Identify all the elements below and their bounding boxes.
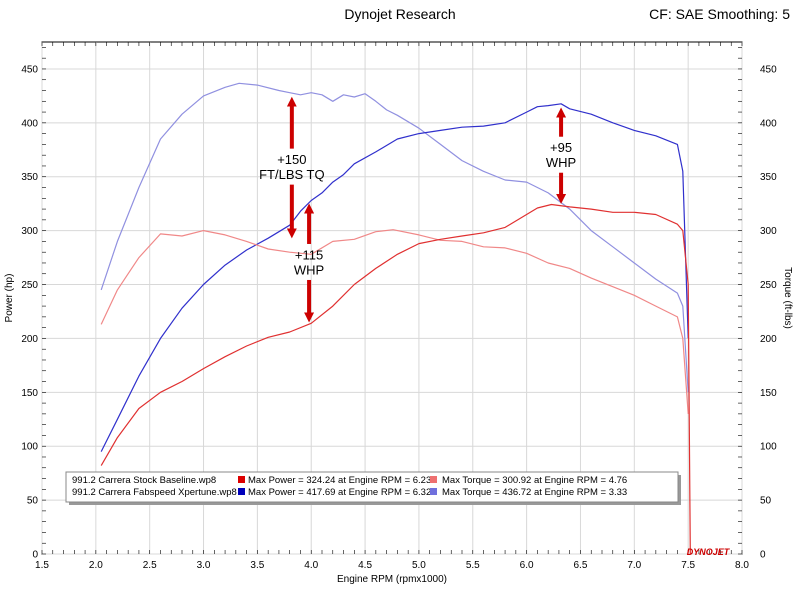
x-tick-label: 8.0 bbox=[735, 560, 749, 571]
y-left-tick-label: 450 bbox=[21, 64, 38, 75]
legend-torque: Max Torque = 300.92 at Engine RPM = 4.76 bbox=[442, 475, 627, 486]
x-tick-label: 6.5 bbox=[574, 560, 588, 571]
x-tick-label: 3.0 bbox=[197, 560, 211, 571]
annotation-label: WHP bbox=[294, 262, 324, 277]
annotation-label: +115 bbox=[295, 247, 323, 262]
y-left-tick-label: 250 bbox=[21, 280, 38, 291]
x-tick-label: 5.0 bbox=[412, 560, 426, 571]
legend-power: Max Power = 324.24 at Engine RPM = 6.23 bbox=[248, 475, 431, 486]
svg-text:DYNOJET: DYNOJET bbox=[687, 547, 731, 557]
x-tick-label: 1.5 bbox=[35, 560, 49, 571]
y-right-tick-label: 250 bbox=[760, 280, 777, 291]
dynojet-logo: DYNOJET bbox=[687, 547, 731, 557]
annotation-label: WHP bbox=[546, 155, 576, 170]
legend: 991.2 Carrera Stock Baseline.wp8 Max Powe… bbox=[65, 471, 681, 505]
x-tick-label: 4.0 bbox=[304, 560, 318, 571]
legend-box bbox=[65, 471, 679, 503]
y-left-tick-label: 200 bbox=[21, 334, 38, 345]
x-tick-label: 7.5 bbox=[681, 560, 695, 571]
annotation-label: +150 bbox=[277, 152, 306, 167]
x-tick-label: 2.5 bbox=[143, 560, 157, 571]
y-right-tick-label: 350 bbox=[760, 172, 777, 183]
series-layer bbox=[100, 82, 691, 555]
legend-power-swatch bbox=[238, 476, 245, 483]
y-left-tick-label: 0 bbox=[32, 550, 38, 561]
y-right-tick-label: 100 bbox=[760, 442, 777, 453]
legend-torque-swatch bbox=[430, 476, 437, 483]
y-left-tick-label: 50 bbox=[27, 496, 39, 507]
x-tick-label: 3.5 bbox=[250, 560, 264, 571]
y-axis-right-title: Torque (ft-lbs) bbox=[782, 267, 793, 329]
x-tick-label: 4.5 bbox=[358, 560, 372, 571]
y-left-tick-label: 350 bbox=[21, 172, 38, 183]
x-tick-label: 6.0 bbox=[520, 560, 534, 571]
x-tick-label: 7.0 bbox=[627, 560, 641, 571]
annotation-label: +95 bbox=[550, 140, 572, 155]
series-line-stock_power bbox=[100, 203, 691, 555]
y-right-tick-label: 0 bbox=[760, 550, 766, 561]
x-tick-label: 5.5 bbox=[466, 560, 480, 571]
legend-power-swatch bbox=[238, 488, 245, 495]
series-line-stock_torque bbox=[100, 229, 689, 414]
legend-power: Max Power = 417.69 at Engine RPM = 6.32 bbox=[248, 487, 431, 498]
series-line-tuned_power bbox=[100, 103, 689, 452]
y-left-tick-label: 150 bbox=[21, 388, 38, 399]
x-tick-label: 2.0 bbox=[89, 560, 103, 571]
y-right-tick-label: 450 bbox=[760, 64, 777, 75]
annotation-label: FT/LBS TQ bbox=[259, 167, 325, 182]
legend-file: 991.2 Carrera Fabspeed Xpertune.wp8 bbox=[72, 487, 237, 498]
legend-torque: Max Torque = 436.72 at Engine RPM = 3.33 bbox=[442, 487, 627, 498]
y-left-tick-label: 300 bbox=[21, 226, 38, 237]
y-right-tick-label: 400 bbox=[760, 118, 777, 129]
series-line-tuned_torque bbox=[100, 82, 689, 393]
y-right-tick-label: 300 bbox=[760, 226, 777, 237]
chart-title: Dynojet Research bbox=[344, 6, 456, 22]
y-right-tick-label: 150 bbox=[760, 388, 777, 399]
y-left-tick-label: 400 bbox=[21, 118, 38, 129]
legend-file: 991.2 Carrera Stock Baseline.wp8 bbox=[72, 475, 216, 486]
y-left-tick-label: 100 bbox=[21, 442, 38, 453]
y-axis-left-title: Power (hp) bbox=[4, 274, 15, 323]
axes: 1.5 2.0 2.5 3.0 3.5 4.0 4.5 5.0 5.5 6.0 6.5 7.0 7.5 8… bbox=[21, 42, 777, 571]
x-axis-title: Engine RPM (rpmx1000) bbox=[337, 574, 447, 585]
legend-torque-swatch bbox=[430, 488, 437, 495]
y-right-tick-label: 50 bbox=[760, 496, 772, 507]
y-right-tick-label: 200 bbox=[760, 334, 777, 345]
chart-subtitle: CF: SAE Smoothing: 5 bbox=[649, 6, 790, 22]
